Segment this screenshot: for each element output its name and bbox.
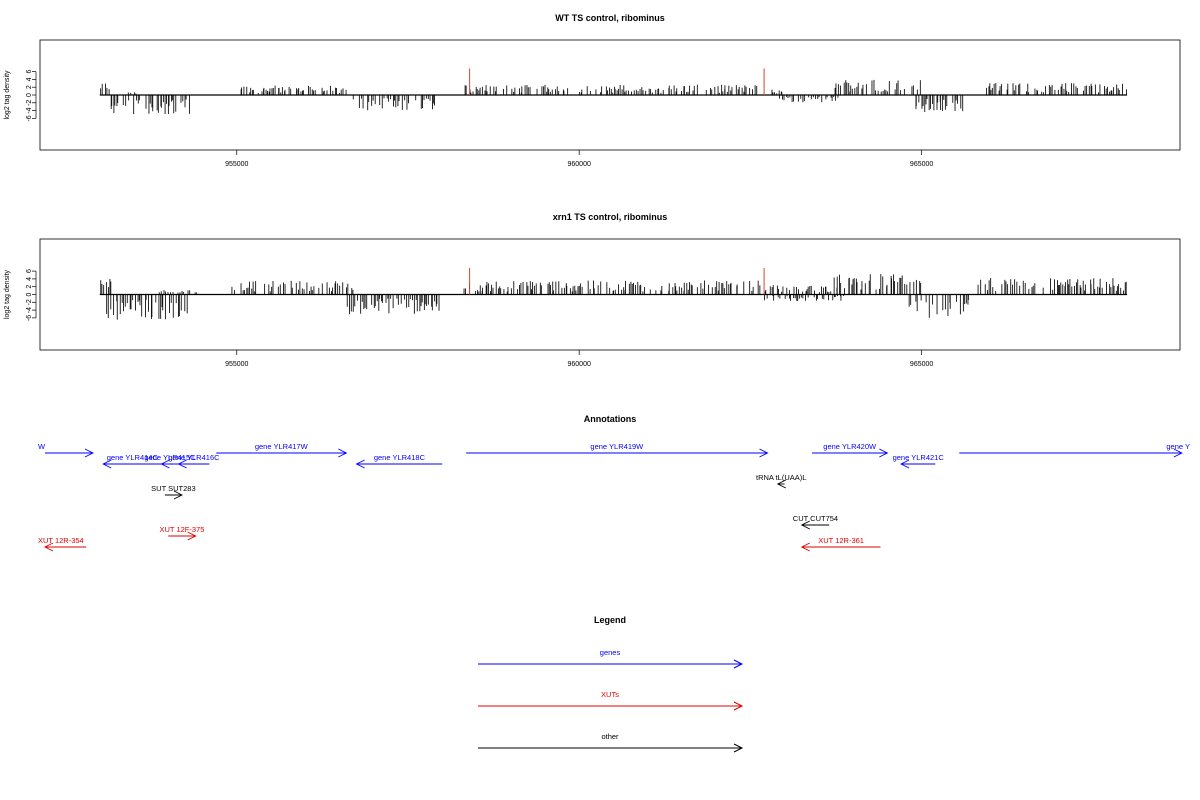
feature-label: CUT CUT754	[793, 514, 838, 523]
annotation-feature: gene YLR418C	[355, 453, 443, 469]
legend-label: XUTs	[601, 690, 619, 699]
annotation-feature: CUT CUT754	[793, 514, 838, 530]
arrow-left-icon	[776, 479, 786, 489]
y-tick-label: 2	[26, 285, 33, 289]
legend-label: other	[601, 732, 619, 741]
y-tick-label: 0	[26, 93, 33, 97]
arrow-left-icon	[102, 459, 112, 469]
feature-label: tRNA tL(UAA)L	[756, 473, 806, 482]
feature-label: W	[38, 442, 46, 451]
annotation-feature: gene YLR417W	[216, 442, 348, 458]
annotation-feature: gene YLR415C	[144, 453, 196, 469]
x-tick-label: 965000	[910, 361, 933, 368]
y-tick-label: 6	[26, 269, 33, 273]
arrow-left-icon	[177, 459, 187, 469]
legend-title: Legend	[594, 615, 626, 625]
feature-label: gene Y	[1166, 442, 1190, 451]
plus-strand-density	[100, 274, 1127, 295]
minus-strand-density	[110, 95, 964, 115]
plus-strand-density	[100, 79, 1127, 95]
annotation-feature: gene YLR416C	[168, 453, 220, 469]
legend-label: genes	[600, 648, 621, 657]
feature-label: gene YLR420W	[823, 442, 877, 451]
feature-label: XUT 12R-354	[38, 536, 84, 545]
feature-label: XUT 12F-375	[160, 525, 205, 534]
legend-panel: Legend genes XUTs other	[478, 615, 744, 753]
arrow-right-icon	[84, 448, 94, 458]
feature-label: gene YLR421C	[893, 453, 945, 462]
annotation-feature: XUT 12F-375	[160, 525, 205, 541]
annotation-feature: gene YLR420W	[812, 442, 889, 458]
arrow-right-icon	[173, 490, 183, 500]
y-axis-label: log2 tag density	[4, 70, 11, 120]
y-tick-label: 4	[26, 277, 33, 281]
annotation-feature: XUT 12R-361	[800, 536, 881, 552]
arrow-right-icon	[733, 659, 744, 669]
x-tick-label: 960000	[568, 361, 591, 368]
plot-frame	[39, 238, 1181, 351]
feature-label: gene YLR419W	[590, 442, 644, 451]
x-tick-label: 965000	[910, 161, 933, 168]
arrow-left-icon	[800, 542, 810, 552]
arrow-left-icon	[800, 520, 810, 530]
arrow-left-icon	[160, 459, 170, 469]
arrow-left-icon	[355, 459, 365, 469]
x-tick-label: 955000	[225, 361, 248, 368]
feature-label: gene YLR416C	[168, 453, 220, 462]
xrn1-track-panel: xrn1 TS control, ribominus -6 -4 -2 0 2 4 6 log2…	[4, 212, 1181, 368]
x-tick-label: 960000	[568, 161, 591, 168]
feature-label: XUT 12R-361	[818, 536, 864, 545]
plot-frame	[39, 39, 1181, 151]
wt-track-panel: WT TS control, ribominus -6 -4-2 0 2 4 6 log2 t…	[4, 13, 1181, 168]
y-tick-label: 4	[26, 77, 33, 81]
arrow-right-icon	[759, 448, 769, 458]
minus-strand-density	[106, 294, 969, 320]
x-tick-label: 955000	[225, 161, 248, 168]
arrow-right-icon	[338, 448, 348, 458]
annotation-feature: gene Y	[959, 442, 1190, 458]
legend-item: XUTs	[478, 690, 744, 711]
y-axis-label: log2 tag density	[4, 269, 11, 319]
annotation-feature: gene YLR421C	[893, 453, 945, 469]
arrow-left-icon	[43, 542, 54, 552]
y-tick-label: -4	[26, 307, 33, 313]
y-tick-label: 6	[26, 70, 33, 74]
arrow-left-icon	[900, 459, 910, 469]
legend-item: other	[478, 732, 744, 753]
annotation-feature: W	[38, 442, 94, 458]
annotation-feature: SUT SUT283	[151, 484, 196, 500]
annotation-feature: gene YLR419W	[466, 442, 769, 458]
feature-label: gene YLR414C	[107, 453, 159, 462]
track-title: xrn1 TS control, ribominus	[553, 212, 668, 222]
arrow-right-icon	[187, 531, 197, 541]
feature-label: gene YLR418C	[374, 453, 426, 462]
y-tick-label: 0	[26, 292, 33, 296]
feature-label: gene YLR415C	[144, 453, 196, 462]
annotations-title: Annotations	[584, 414, 637, 424]
y-tick-label: -6	[26, 115, 33, 121]
arrow-right-icon	[1173, 448, 1183, 458]
annotation-feature: gene YLR414C	[102, 453, 162, 469]
track-title: WT TS control, ribominus	[555, 13, 665, 23]
annotation-feature: XUT 12R-354	[38, 536, 87, 552]
y-tick-label: -4	[26, 107, 33, 113]
y-tick-label: -2	[26, 100, 33, 106]
legend-item: genes	[478, 648, 744, 669]
arrow-right-icon	[733, 701, 744, 711]
y-tick-label: -6	[26, 315, 33, 321]
y-tick-label: 2	[26, 85, 33, 89]
arrow-right-icon	[879, 448, 889, 458]
arrow-right-icon	[733, 743, 744, 753]
feature-label: gene YLR417W	[255, 442, 309, 451]
feature-label: SUT SUT283	[151, 484, 195, 493]
y-tick-label: -2	[26, 299, 33, 305]
annotation-feature: tRNA tL(UAA)L	[756, 473, 806, 489]
